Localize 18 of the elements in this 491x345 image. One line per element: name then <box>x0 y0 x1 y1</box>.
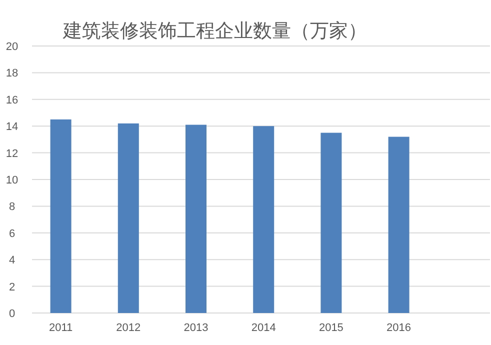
x-tick-label: 2014 <box>251 322 276 334</box>
y-tick-label: 18 <box>6 68 18 80</box>
y-tick-label: 14 <box>6 121 18 134</box>
y-tick-label: 4 <box>8 254 16 267</box>
chart-title: 建筑装修装饰工程企业数量（万家） <box>62 20 367 42</box>
y-tick-label: 0 <box>8 308 16 320</box>
y-tick-label: 6 <box>8 228 16 240</box>
y-tick-label: 12 <box>6 148 18 160</box>
y-tick-label: 20 <box>6 41 18 53</box>
y-tick-label: 16 <box>6 94 18 106</box>
x-tick-label: 2011 <box>48 322 73 334</box>
y-tick-label: 10 <box>6 174 18 186</box>
y-tick-label: 2 <box>8 281 16 294</box>
x-tick-label: 2015 <box>318 322 344 334</box>
x-tick-label: 2013 <box>184 322 208 334</box>
y-tick-label: 8 <box>8 201 16 214</box>
x-tick-label: 2016 <box>386 322 412 334</box>
x-tick-label: 2012 <box>116 322 141 334</box>
